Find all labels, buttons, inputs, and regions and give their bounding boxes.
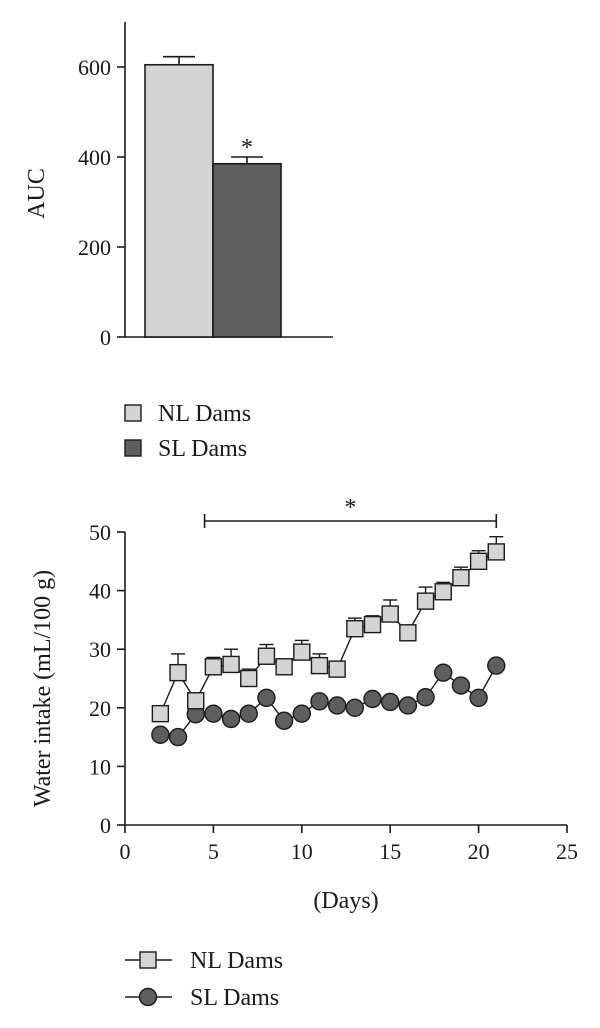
series-line-nl-dams — [159, 551, 497, 714]
data-point-nl-dams — [328, 660, 346, 678]
data-point-sl-dams — [416, 688, 435, 707]
y-tick-label: 0 — [100, 325, 111, 350]
data-point-nl-dams — [169, 663, 187, 682]
data-point-sl-dams — [363, 689, 382, 709]
y-tick-label: 20 — [89, 696, 111, 721]
legend-marker-square — [139, 951, 157, 969]
y-tick-label: 600 — [78, 55, 111, 80]
x-tick-label: 25 — [556, 839, 578, 864]
x-tick-label: 20 — [468, 839, 490, 864]
legend-label: SL Dams — [158, 436, 247, 462]
data-point-nl-dams — [399, 624, 417, 642]
data-point-sl-dams — [345, 698, 365, 717]
data-point-sl-dams — [292, 704, 311, 723]
x-tick-label: 10 — [291, 839, 313, 864]
data-point-nl-dams — [434, 583, 452, 601]
y-tick-label: 10 — [89, 754, 111, 779]
x-axis-label: (Days) — [313, 888, 378, 914]
legend-swatch-sl-dams — [124, 439, 142, 457]
data-point-nl-dams — [204, 658, 223, 676]
data-point-nl-dams — [346, 619, 364, 638]
y-tick-label: 40 — [89, 579, 111, 604]
data-point-nl-dams — [293, 643, 311, 661]
y-axis-label: Water intake (mL/100 g) — [30, 570, 56, 807]
x-tick-label: 0 — [120, 839, 131, 864]
bar-sl-dams — [212, 162, 282, 338]
x-tick-label: 5 — [208, 839, 219, 864]
bar-chart-legend: NL Dams SL Dams — [124, 401, 251, 462]
legend-swatch-nl-dams — [124, 404, 142, 422]
legend-label: NL Dams — [158, 401, 251, 427]
data-point-nl-dams — [151, 704, 170, 723]
data-point-sl-dams — [451, 676, 471, 695]
data-point-nl-dams — [187, 692, 205, 710]
data-point-nl-dams — [310, 656, 329, 675]
y-tick-label: 400 — [78, 145, 111, 170]
y-tick-label: 200 — [78, 235, 111, 260]
data-point-nl-dams — [469, 552, 488, 570]
data-point-sl-dams — [151, 725, 170, 744]
legend-label: NL Dams — [190, 948, 283, 974]
auc-bar-chart: 0 200 400 600 AUC * — [24, 22, 333, 350]
data-point-nl-dams — [222, 655, 240, 674]
data-point-sl-dams — [381, 692, 400, 712]
data-point-sl-dams — [310, 692, 329, 711]
y-tick-label: 0 — [100, 813, 111, 838]
water-intake-line-chart: 0 10 20 30 40 50 0 5 10 15 20 25 (Days) Water intake … — [30, 495, 578, 914]
data-point-sl-dams — [239, 704, 258, 723]
data-point-nl-dams — [275, 658, 293, 676]
legend-label: SL Dams — [190, 985, 279, 1011]
data-point-sl-dams — [274, 711, 294, 730]
significance-asterisk: * — [241, 135, 253, 161]
data-point-nl-dams — [452, 569, 470, 587]
x-tick-label: 15 — [379, 839, 401, 864]
data-point-sl-dams — [469, 688, 488, 708]
data-point-sl-dams — [204, 704, 223, 723]
data-point-nl-dams — [416, 592, 435, 610]
y-tick-label: 30 — [89, 637, 111, 662]
bar-nl-dams — [144, 63, 214, 338]
data-point-nl-dams — [257, 647, 276, 665]
data-point-sl-dams — [257, 688, 276, 708]
data-point-sl-dams — [221, 709, 241, 729]
y-axis-label: AUC — [24, 168, 50, 219]
data-point-nl-dams — [240, 669, 258, 688]
significance-asterisk: * — [344, 495, 356, 521]
data-point-nl-dams — [381, 605, 399, 623]
y-tick-label: 50 — [89, 520, 111, 545]
legend-marker-circle — [138, 987, 158, 1007]
data-point-sl-dams — [327, 696, 347, 715]
data-point-nl-dams — [363, 615, 382, 634]
data-point-nl-dams — [487, 543, 505, 561]
data-point-sl-dams — [487, 656, 506, 675]
data-point-sl-dams — [398, 696, 418, 715]
data-point-sl-dams — [434, 663, 453, 682]
data-point-sl-dams — [168, 727, 188, 747]
line-chart-legend: NL Dams SL Dams — [125, 948, 283, 1011]
